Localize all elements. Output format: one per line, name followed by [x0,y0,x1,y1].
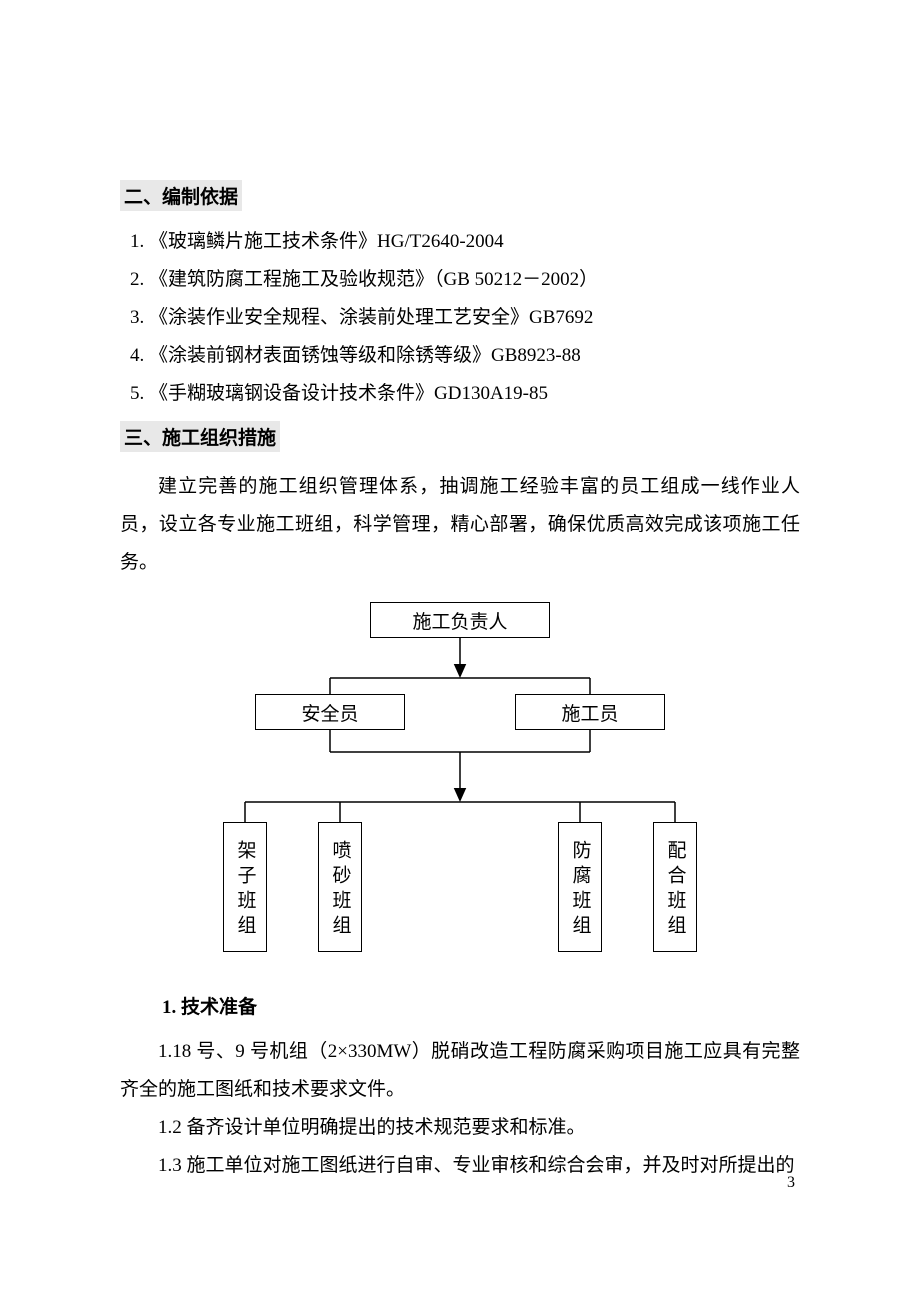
org-node-root: 施工负责人 [370,602,550,638]
section3-paragraph: 建立完善的施工组织管理体系，抽调施工经验丰富的员工组成一线作业人员，设立各专业施… [120,468,800,582]
section3-heading: 三、施工组织措施 [120,421,280,452]
page-number: 3 [787,1174,795,1192]
org-node-right: 施工员 [515,694,665,730]
org-node-team2: 喷砂班组 [318,822,362,952]
ref-item: 3. 《涂装作业安全规程、涂装前处理工艺安全》GB7692 [130,299,800,337]
sub1-heading: 1. 技术准备 [162,992,800,1019]
org-node-team3: 防腐班组 [558,822,602,952]
ref-item: 4. 《涂装前钢材表面锈蚀等级和除锈等级》GB8923-88 [130,337,800,375]
sub1-item: 1.18 号、9 号机组（2×330MW）脱硝改造工程防腐采购项目施工应具有完整… [120,1033,800,1109]
sub1-item: 1.2 备齐设计单位明确提出的技术规范要求和标准。 [120,1109,800,1147]
org-chart: 施工负责人安全员 施工员架子班组 喷砂班组 防腐班组 配合班组 [160,602,760,962]
sub1-item: 1.3 施工单位对施工图纸进行自审、专业审核和综合会审，并及时对所提出的 [120,1147,800,1185]
ref-item: 1. 《玻璃鳞片施工技术条件》HG/T2640-2004 [130,223,800,261]
ref-item: 5. 《手糊玻璃钢设备设计技术条件》GD130A19-85 [130,375,800,413]
org-node-left: 安全员 [255,694,405,730]
ref-item: 2. 《建筑防腐工程施工及验收规范》（GB 50212－2002） [130,261,800,299]
org-node-team1: 架子班组 [223,822,267,952]
section2-heading: 二、编制依据 [120,180,242,211]
org-node-team4: 配合班组 [653,822,697,952]
